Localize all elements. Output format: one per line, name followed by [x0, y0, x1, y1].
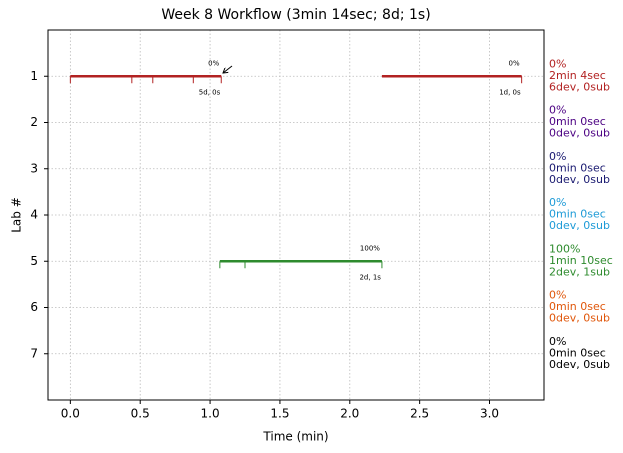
- lab-summary: 6dev, 0sub: [549, 80, 610, 93]
- x-tick-label: 1.0: [201, 407, 220, 421]
- marks: [69, 75, 523, 269]
- annotation-arrow: [223, 65, 233, 73]
- x-axis-label: Time (min): [262, 430, 328, 444]
- segment-top-label: 100%: [360, 244, 380, 252]
- lab-summary: 0%: [549, 104, 566, 117]
- x-tick-label: 2.0: [340, 407, 359, 421]
- x-tick-label: 0.5: [131, 407, 150, 421]
- y-tick-label: 3: [30, 161, 38, 175]
- lab-summary: 0%: [549, 150, 566, 163]
- lab-summary: 0%: [549, 57, 566, 70]
- x-tick-label: 3.0: [480, 407, 499, 421]
- segment-bottom-label: 1d, 0s: [499, 88, 521, 96]
- lab-summary: 1min 10sec: [549, 254, 613, 267]
- lab-summary: 2min 4sec: [549, 69, 606, 82]
- y-tick-label: 4: [30, 208, 38, 222]
- x-tick-label: 0.0: [61, 407, 80, 421]
- lab-summary: 100%: [549, 242, 580, 255]
- lab-summary: 0min 0sec: [549, 208, 606, 221]
- grid: [48, 30, 544, 400]
- y-tick-label: 5: [30, 254, 38, 268]
- segment-bottom-label: 2d, 1s: [359, 273, 381, 281]
- lab-summary: 0%: [549, 196, 566, 209]
- lab-summary: 0%: [549, 289, 566, 302]
- lab-summary: 0min 0sec: [549, 161, 606, 174]
- lab-summary: 0min 0sec: [549, 346, 606, 359]
- lab-summary: 0dev, 0sub: [549, 173, 610, 186]
- y-axis-label: Lab #: [10, 197, 24, 233]
- x-tick-label: 2.5: [410, 407, 429, 421]
- segment-top-label: 0%: [509, 59, 520, 67]
- y-tick-label: 6: [30, 300, 38, 314]
- segment-top-label: 0%: [208, 59, 219, 67]
- y-tick-label: 2: [30, 115, 38, 129]
- lab-summary: 0dev, 0sub: [549, 358, 610, 371]
- lab-summary: 0dev, 0sub: [549, 127, 610, 140]
- segment-bottom-label: 5d, 0s: [199, 88, 221, 96]
- lab-summary: 2dev, 1sub: [549, 265, 610, 278]
- lab-summary: 0min 0sec: [549, 300, 606, 313]
- lab-summary: 0min 0sec: [549, 115, 606, 128]
- y-tick-label: 1: [30, 69, 38, 83]
- lab-summary: 0%: [549, 335, 566, 348]
- chart-title: Week 8 Workflow (3min 14sec; 8d; 1s): [161, 7, 430, 23]
- x-tick-label: 1.5: [270, 407, 289, 421]
- lab-summary: 0dev, 0sub: [549, 312, 610, 325]
- lab-summary: 0dev, 0sub: [549, 219, 610, 232]
- y-tick-label: 7: [30, 346, 38, 360]
